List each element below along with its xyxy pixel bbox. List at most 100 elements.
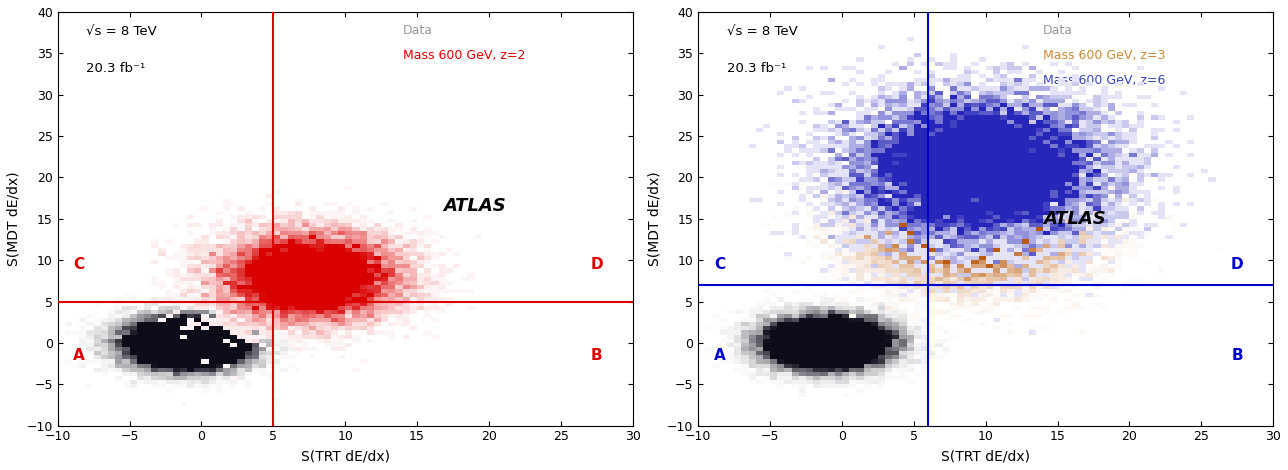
Bar [1036,86,1043,91]
Bar [267,322,273,326]
Bar [1050,94,1057,99]
Bar [359,227,367,231]
Bar [878,231,885,235]
Bar [935,281,943,285]
Bar [965,198,971,202]
Bar [799,177,806,181]
Bar [259,360,267,364]
Bar [1108,231,1115,235]
Bar [323,343,331,347]
Bar [374,260,381,264]
Bar [359,326,367,330]
Bar [1015,153,1021,157]
Bar [194,326,201,330]
Bar [957,94,965,99]
Bar [857,302,863,306]
Bar [223,330,231,335]
Bar [1122,243,1130,248]
Bar [849,355,857,360]
Bar [893,256,899,260]
Bar [949,198,957,202]
Bar [878,173,885,177]
Bar [842,335,849,339]
Bar [929,140,935,144]
Bar [1050,144,1057,149]
Bar [403,231,410,235]
Bar [899,99,907,103]
Bar [899,376,907,380]
Bar [267,281,273,285]
Bar [792,343,799,347]
Bar [907,219,913,223]
Bar [907,206,913,211]
Bar [345,252,353,256]
Bar [237,206,245,211]
Bar [309,302,317,306]
Bar [863,198,871,202]
Bar [878,186,885,190]
Bar [985,86,993,91]
Bar [720,360,726,364]
Bar [999,119,1007,124]
Bar [935,153,943,157]
Bar [971,181,979,186]
Bar [151,298,158,302]
Bar [820,339,828,343]
Bar [187,355,194,360]
Bar [913,149,921,153]
Bar [1130,211,1136,215]
Bar [245,351,251,355]
Bar [1007,177,1015,181]
Bar [1036,285,1043,289]
Bar [273,322,281,326]
Bar [857,243,863,248]
Bar [835,190,842,194]
Bar [1136,206,1144,211]
Bar [345,314,353,318]
Bar [194,384,201,388]
Bar [835,243,842,248]
Bar [929,252,935,256]
Bar [929,277,935,281]
Bar [935,355,943,360]
Bar [907,115,913,119]
Bar [921,173,929,177]
Bar [907,153,913,157]
Bar [979,231,985,235]
Bar [359,318,367,322]
Bar [1136,124,1144,128]
Bar [985,128,993,132]
Bar [1036,70,1043,74]
Bar [1007,215,1015,219]
Bar [388,302,395,306]
Bar [1057,157,1065,161]
Bar [913,111,921,115]
Bar [151,277,158,281]
Bar [885,111,893,115]
Bar [245,335,251,339]
Bar [792,161,799,165]
Bar [899,86,907,91]
Bar [1021,99,1029,103]
Bar [1108,206,1115,211]
Bar [893,364,899,368]
Bar [921,161,929,165]
Bar [965,190,971,194]
Bar [130,330,137,335]
Bar [323,330,331,335]
Bar [893,215,899,219]
Bar [201,306,209,310]
Bar [345,273,353,277]
Bar [929,252,935,256]
Bar [849,227,857,231]
Bar [1144,223,1151,227]
Bar [1108,169,1115,173]
Bar [1050,202,1057,206]
Bar [792,186,799,190]
Bar [216,347,223,351]
Bar [1029,136,1036,140]
Bar [835,264,842,268]
Bar [1015,169,1021,173]
Bar [64,330,72,335]
Bar [345,248,353,252]
